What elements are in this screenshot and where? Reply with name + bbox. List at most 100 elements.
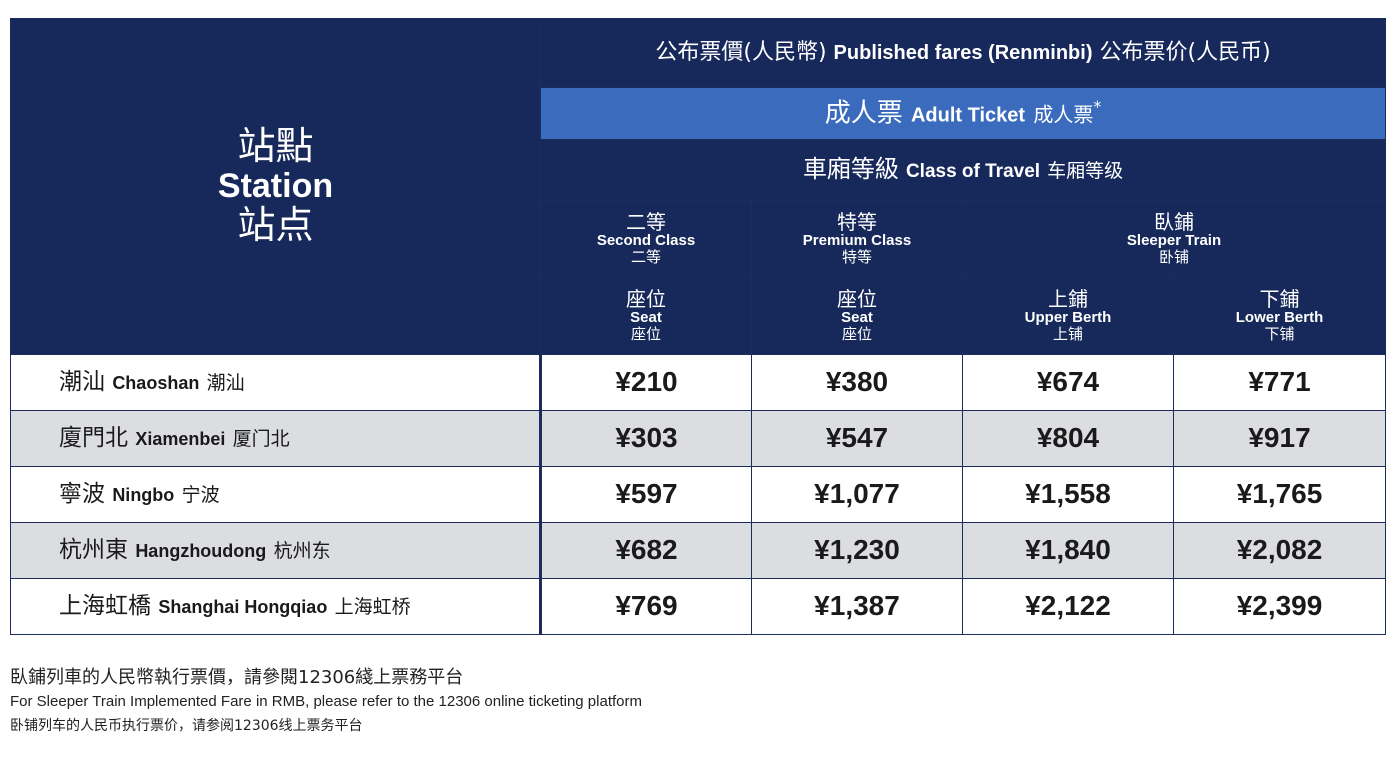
text: 卧铺列车的人民币执行票价，请参阅12306线上票务平台 bbox=[10, 718, 363, 734]
text: 下铺 bbox=[1264, 325, 1295, 343]
text: Class of Travel bbox=[905, 161, 1041, 183]
fare-cell: ¥2,122 bbox=[962, 578, 1174, 635]
fare-cell: ¥674 bbox=[962, 354, 1174, 411]
fare-cell: ¥1,230 bbox=[751, 522, 963, 579]
fare-cell: ¥2,399 bbox=[1172, 578, 1387, 635]
header-row: 成人票 Adult Ticket 成人票* bbox=[11, 87, 1387, 140]
text: Published fares (Renminbi) bbox=[833, 41, 1093, 64]
table-body: 站點 Station 站点 公布票價(人民幣) Published fares … bbox=[10, 18, 1387, 635]
text: 特等 bbox=[841, 248, 872, 266]
text: Seat bbox=[841, 308, 873, 326]
text: 车厢等级 bbox=[1047, 160, 1124, 183]
text: 成人票 bbox=[1033, 103, 1094, 128]
text: 座位 bbox=[630, 325, 661, 343]
ticket-type-cell: 成人票 Adult Ticket 成人票* bbox=[539, 87, 1387, 140]
text: Lower Berth bbox=[1235, 308, 1324, 326]
text: 卧铺 bbox=[1159, 248, 1190, 266]
station-cell: 上海虹橋 Shanghai Hongqiao 上海虹桥 bbox=[10, 578, 541, 635]
fare-cell: ¥917 bbox=[1172, 410, 1387, 467]
data-row: 潮汕 Chaoshan 潮汕 ¥210 ¥380 ¥674 ¥771 bbox=[10, 354, 1387, 411]
station-cell: 寧波 Ningbo 宁波 bbox=[10, 466, 541, 523]
data-row: 杭州東 Hangzhoudong 杭州东 ¥682 ¥1,230 ¥1,840 ¥2,0… bbox=[10, 522, 1387, 579]
station-cell: 廈門北 Xiamenbei 厦门北 bbox=[10, 410, 541, 467]
text: Xiamenbei bbox=[135, 428, 226, 449]
berth-cell: 下鋪 Lower Berth 下铺 bbox=[1172, 275, 1387, 355]
fare-cell: ¥1,077 bbox=[751, 466, 963, 523]
class-cell: 特等 Premium Class 特等 bbox=[751, 200, 963, 276]
data-row: 寧波 Ningbo 宁波 ¥597 ¥1,077 ¥1,558 ¥1,765 bbox=[10, 466, 1387, 523]
text: 臥鋪 bbox=[1154, 209, 1195, 234]
fare-cell: ¥597 bbox=[539, 466, 752, 523]
text: 潮汕 bbox=[206, 371, 245, 394]
class-cell: 二等 Second Class 二等 bbox=[540, 200, 752, 276]
text: 站點 bbox=[237, 124, 314, 168]
header-row: 站點 Station 站点 公布票價(人民幣) Published fares … bbox=[10, 18, 1387, 355]
fare-cell: ¥1,765 bbox=[1172, 466, 1387, 523]
station-cell: 杭州東 Hangzhoudong 杭州东 bbox=[10, 522, 541, 579]
text: 下鋪 bbox=[1259, 286, 1300, 311]
data-row: 廈門北 Xiamenbei 厦门北 ¥303 ¥547 ¥804 ¥917 bbox=[10, 410, 1387, 467]
fare-cell: ¥1,840 bbox=[962, 522, 1174, 579]
header-row: 車廂等級 Class of Travel 车厢等级 bbox=[11, 139, 1387, 201]
station-header: 站點 Station 站点 bbox=[10, 18, 541, 355]
fare-cell: ¥210 bbox=[539, 354, 752, 411]
text: 車廂等級 bbox=[802, 155, 899, 184]
class-cell: 臥鋪 Sleeper Train 卧铺 bbox=[961, 200, 1387, 276]
note: * bbox=[1093, 97, 1102, 117]
text: 寧波 bbox=[59, 480, 105, 507]
fare-cell: ¥303 bbox=[539, 410, 752, 467]
text: Seat bbox=[630, 308, 662, 326]
text: 成人票 bbox=[824, 99, 903, 130]
fare-cell: ¥1,387 bbox=[751, 578, 963, 635]
header-row: 座位 Seat 座位 座位 Seat 座位 上鋪 Upper Berth 上铺 下鋪 Lower B… bbox=[11, 275, 1387, 355]
class-of-travel-cell: 車廂等級 Class of Travel 车厢等级 bbox=[539, 139, 1387, 201]
text: Premium Class bbox=[802, 231, 912, 249]
fare-table: 站點 Station 站点 公布票價(人民幣) Published fares … bbox=[10, 18, 1387, 635]
text: Chaoshan bbox=[112, 372, 200, 393]
station-cell: 潮汕 Chaoshan 潮汕 bbox=[10, 354, 541, 411]
title-cell: 公布票價(人民幣) Published fares (Renminbi) 公布票… bbox=[539, 18, 1387, 88]
text: 二等 bbox=[630, 248, 661, 266]
text: 宁波 bbox=[181, 483, 220, 506]
footnote: 臥鋪列車的人民幣執行票價，請參閱12306綫上票務平台 For Sleeper … bbox=[10, 666, 642, 738]
text: 杭州东 bbox=[273, 539, 331, 562]
text: Hangzhoudong bbox=[135, 540, 267, 561]
header-row: 二等 Second Class 二等 特等 Premium Class 特等 臥鋪 Sleep… bbox=[11, 200, 1387, 276]
fare-cell: ¥547 bbox=[751, 410, 963, 467]
fare-cell: ¥804 bbox=[962, 410, 1174, 467]
berth-cell: 座位 Seat 座位 bbox=[751, 275, 963, 355]
text: 杭州東 bbox=[59, 536, 128, 563]
data-row: 上海虹橋 Shanghai Hongqiao 上海虹桥 ¥769 ¥1,387 ¥2,… bbox=[10, 578, 1387, 635]
fare-cell: ¥380 bbox=[751, 354, 963, 411]
text: 上鋪 bbox=[1048, 286, 1088, 311]
text: 上铺 bbox=[1052, 325, 1083, 343]
fare-cell: ¥771 bbox=[1172, 354, 1387, 411]
text: 二等 bbox=[626, 209, 666, 234]
fare-cell: ¥1,558 bbox=[962, 466, 1174, 523]
fare-cell: ¥769 bbox=[539, 578, 752, 635]
text: Station bbox=[217, 166, 334, 205]
text: 特等 bbox=[837, 209, 877, 234]
fare-cell: ¥2,082 bbox=[1172, 522, 1387, 579]
text: 站点 bbox=[237, 203, 314, 248]
text: Ningbo bbox=[112, 484, 175, 505]
text: 座位 bbox=[837, 286, 877, 311]
text: Second Class bbox=[596, 231, 696, 249]
text: 潮汕 bbox=[59, 368, 105, 395]
berth-cell: 座位 Seat 座位 bbox=[540, 275, 752, 355]
text: 上海虹橋 bbox=[59, 592, 151, 619]
text: 臥鋪列車的人民幣執行票價，請參閱12306綫上票務平台 bbox=[10, 667, 464, 688]
text: 上海虹桥 bbox=[334, 595, 411, 618]
text: Shanghai Hongqiao bbox=[158, 596, 328, 617]
text: 公布票價(人民幣) bbox=[655, 39, 827, 65]
text: 座位 bbox=[626, 286, 666, 311]
text: Sleeper Train bbox=[1126, 231, 1222, 249]
text: For Sleeper Train Implemented Fare in RM… bbox=[10, 693, 642, 710]
text: 公布票价(人民币) bbox=[1099, 39, 1271, 65]
text: 廈門北 bbox=[59, 424, 128, 451]
berth-cell: 上鋪 Upper Berth 上铺 bbox=[962, 275, 1174, 355]
fare-cell: ¥682 bbox=[539, 522, 752, 579]
text: Upper Berth bbox=[1024, 308, 1112, 326]
text: Adult Ticket bbox=[910, 105, 1026, 128]
